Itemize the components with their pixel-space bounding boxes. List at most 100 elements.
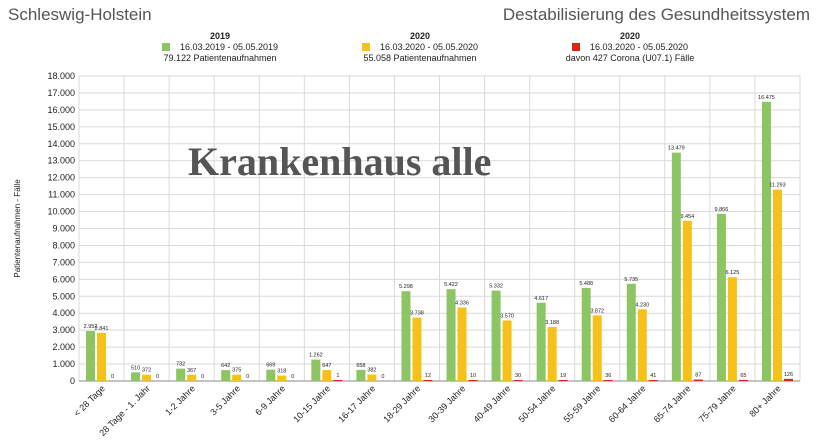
- bar-s2: [783, 378, 793, 381]
- data-label: 16.475: [758, 95, 775, 101]
- bar-s1: [547, 326, 557, 381]
- chart-legend: 2019 16.03.2019 - 05.05.2019 79.122 Pati…: [0, 31, 820, 71]
- bar-s0: [356, 369, 366, 381]
- y-tick-label: 10.000: [47, 207, 75, 217]
- data-label: 9.866: [715, 207, 729, 213]
- y-tick-label: 5.000: [52, 291, 75, 301]
- data-label: 126: [784, 372, 793, 378]
- legend-range: 16.03.2020 - 05.05.2020: [379, 42, 479, 52]
- y-axis-label: Patientenaufnahmen - Fälle: [13, 179, 22, 278]
- bar-s2: [468, 380, 478, 381]
- bar-s1: [727, 277, 737, 381]
- data-label: 5.488: [579, 281, 593, 287]
- data-label: 0: [201, 374, 204, 380]
- data-label: 3.570: [500, 314, 514, 320]
- data-label: 65: [740, 373, 746, 379]
- bar-s1: [502, 320, 512, 381]
- data-label: 11.293: [769, 183, 785, 189]
- y-tick-label: 12.000: [47, 173, 75, 183]
- bar-s1: [277, 375, 287, 381]
- y-tick-label: 8.000: [52, 240, 75, 250]
- bar-s2: [558, 380, 568, 381]
- x-tick-label: < 28 Tage: [72, 383, 107, 418]
- y-tick-label: 1.000: [52, 359, 75, 369]
- y-tick-label: 14.000: [47, 139, 75, 149]
- data-label: 6.125: [726, 270, 740, 276]
- data-label: 382: [367, 368, 376, 374]
- data-label: 0: [111, 374, 114, 380]
- bar-s2: [423, 380, 433, 381]
- data-label: 647: [322, 363, 331, 369]
- bar-s0: [86, 330, 96, 381]
- y-tick-label: 15.000: [47, 122, 75, 132]
- y-tick-label: 3.000: [52, 325, 75, 335]
- data-label: 5.422: [444, 282, 458, 288]
- bar-s0: [716, 213, 726, 381]
- y-tick-label: 17.000: [47, 88, 75, 98]
- data-label: 642: [221, 363, 230, 369]
- y-tick-label: 6.000: [52, 274, 75, 284]
- bar-s1: [97, 332, 107, 381]
- bar-s0: [221, 370, 231, 381]
- data-label: 12: [425, 373, 431, 379]
- x-tick-label: 55-59 Jahre: [562, 383, 603, 424]
- x-tick-label: 16-17 Jahre: [336, 383, 377, 424]
- data-label: 3.738: [410, 311, 424, 317]
- bar-s0: [311, 359, 321, 381]
- x-tick-label: 1-2 Jahre: [163, 383, 197, 417]
- legend-swatch-green: [161, 43, 170, 51]
- slide-title: Destabilisierung des Gesundheitssystem: [502, 5, 810, 24]
- bar-s1: [682, 220, 692, 381]
- x-tick-label: 80+ Jahre: [747, 383, 783, 419]
- data-label: 5.332: [489, 284, 503, 290]
- x-tick-label: 65-74 Jahre: [652, 383, 693, 424]
- bar-s0: [266, 369, 276, 381]
- legend-swatch-yellow: [361, 43, 370, 51]
- y-tick-label: 18.000: [47, 71, 75, 81]
- data-label: 367: [187, 368, 196, 374]
- bar-s0: [176, 368, 186, 381]
- bar-s1: [187, 374, 197, 381]
- data-label: 36: [605, 373, 611, 379]
- bar-s1: [142, 374, 152, 381]
- bar-s0: [581, 288, 591, 381]
- data-label: 2.841: [95, 326, 109, 332]
- x-tick-label: 30-39 Jahre: [426, 383, 467, 424]
- data-label: 0: [381, 374, 384, 380]
- y-tick-label: 0: [70, 376, 75, 386]
- bar-s2: [603, 380, 613, 381]
- bar-s0: [626, 283, 636, 381]
- data-label: 2.952: [84, 324, 98, 330]
- bar-s1: [322, 370, 332, 381]
- legend-note: davon 427 Corona (U07.1) Fälle: [565, 53, 695, 63]
- legend-note: 79.122 Patientenaufnahmen: [163, 53, 277, 63]
- bar-s1: [592, 315, 602, 381]
- bar-s1: [367, 374, 377, 381]
- data-label: 372: [142, 368, 151, 374]
- bar-s2: [648, 380, 658, 381]
- legend-item-2020-corona: 2020 16.03.2020 - 05.05.2020 davon 427 C…: [540, 31, 720, 64]
- bar-s0: [491, 290, 501, 381]
- y-tick-label: 2.000: [52, 342, 75, 352]
- x-tick-label: 50-54 Jahre: [517, 383, 558, 424]
- data-label: 4.230: [635, 302, 649, 308]
- data-label: 19: [560, 373, 566, 379]
- legend-range: 16.03.2019 - 05.05.2019: [179, 42, 279, 52]
- bar-s2: [333, 380, 343, 381]
- data-label: 1: [336, 373, 339, 379]
- data-label: 3.188: [545, 320, 559, 326]
- data-label: 510: [131, 365, 140, 371]
- x-tick-label: 10-15 Jahre: [291, 383, 332, 424]
- bar-s0: [446, 289, 456, 381]
- bar-s1: [457, 307, 467, 381]
- data-label: 30: [515, 373, 521, 379]
- bar-s2: [693, 379, 703, 381]
- bar-s2: [513, 380, 523, 381]
- x-tick-label: 3-5 Jahre: [208, 383, 242, 417]
- data-label: 0: [291, 374, 294, 380]
- data-label: 318: [277, 369, 286, 375]
- legend-swatch-red: [571, 43, 580, 51]
- overlay-title: Krankenhaus alle: [188, 139, 492, 184]
- data-label: 4.336: [455, 301, 469, 307]
